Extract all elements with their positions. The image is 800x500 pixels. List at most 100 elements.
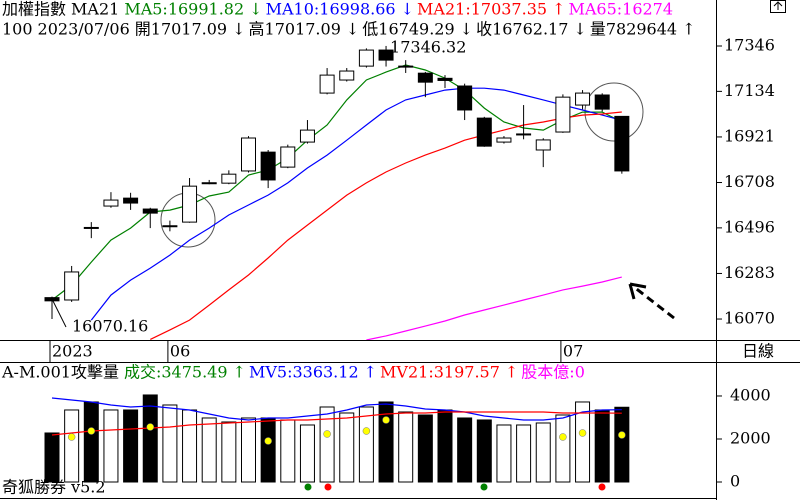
candle-body <box>594 94 610 110</box>
annotation-leader <box>51 298 67 328</box>
candle-body <box>516 133 532 136</box>
candle <box>437 75 453 88</box>
volume-bar <box>201 417 217 483</box>
signal-dot <box>304 483 312 491</box>
header-item: MA5:16991.82 <box>124 0 244 19</box>
candle <box>614 115 630 174</box>
candle <box>516 105 532 140</box>
footer: 奇狐勝券 v5.2 <box>2 478 106 497</box>
candle <box>201 179 217 185</box>
header: A-M.001攻擊量 成交:3475.49 ↑ MV5:3363.12 ↑ MV21:31… <box>1 363 585 382</box>
volume-dot <box>323 430 331 438</box>
volume-bar <box>476 419 492 483</box>
ma-line <box>366 276 622 340</box>
volume-bar <box>516 424 532 483</box>
volume-bar <box>496 424 512 483</box>
candle-body <box>123 197 139 204</box>
volume-bar <box>437 409 453 483</box>
header-item: MA65:16274 <box>568 0 673 19</box>
candle <box>142 207 158 229</box>
header-item: ↑ <box>505 363 518 382</box>
volume-bar <box>221 421 237 483</box>
volume-dot <box>559 433 567 441</box>
candle-body <box>221 173 237 184</box>
header-item: MV5:3363.12 <box>249 363 359 382</box>
header-item: MV21:3197.57 <box>380 363 500 382</box>
volume-bar <box>417 414 433 483</box>
volume-dot <box>264 437 272 445</box>
header-item: ↓ <box>573 20 586 39</box>
volume-bar <box>398 411 414 483</box>
x-tick-label: 06 <box>170 342 190 361</box>
volume-bar <box>319 406 335 483</box>
volume-dot <box>146 423 154 431</box>
header-item: ↓ <box>249 0 262 19</box>
volume-dot <box>362 427 371 435</box>
y-tick-label: 16283 <box>724 263 775 282</box>
volume-bar <box>575 401 591 483</box>
volume-bar <box>142 394 158 483</box>
candle-body <box>555 96 571 133</box>
y-tick-label: 16070 <box>724 309 775 328</box>
volume-bar <box>103 409 119 483</box>
candle-body <box>535 139 551 151</box>
volume-bar <box>535 422 551 483</box>
window-icon[interactable] <box>770 0 786 13</box>
candle <box>162 220 178 232</box>
header-item: ↓ <box>232 20 245 39</box>
header-item: 低16749.29 <box>362 20 454 39</box>
header-item: 100 <box>2 20 33 39</box>
y-tick-label: 2000 <box>730 428 771 447</box>
header: 加權指數 MA21 MA5:16991.82 ↓ MA10:16998.66 ↓ MA21:… <box>2 0 696 39</box>
header-item: MA10:16998.66 <box>266 0 396 19</box>
candle-body <box>64 271 80 301</box>
candle-body <box>299 129 315 143</box>
arrow-head <box>628 282 647 300</box>
candle <box>535 138 551 168</box>
ma-line <box>150 111 622 340</box>
mv-line <box>51 397 622 421</box>
candle-body <box>280 146 296 168</box>
candle <box>241 136 256 173</box>
arrow-shaft <box>633 285 675 320</box>
candle <box>594 93 610 112</box>
signal-dot <box>598 483 606 491</box>
candle-body <box>241 137 256 172</box>
header-item: ↑ <box>233 363 246 382</box>
volume-bar <box>64 409 80 483</box>
volume-bar <box>339 412 355 483</box>
candle <box>299 120 315 144</box>
header-item: ↑ <box>364 363 377 382</box>
volume-bar <box>358 406 374 483</box>
header-item: MA21 <box>71 0 119 19</box>
candle <box>496 136 512 144</box>
volume-dot <box>382 416 390 424</box>
header-item: 量7829644 <box>590 20 677 39</box>
volume-dot <box>618 431 626 439</box>
volume-bar <box>614 406 630 483</box>
icon-arrow[interactable] <box>773 1 783 10</box>
candle-body <box>162 225 178 228</box>
candle-body <box>103 199 119 207</box>
volume-dot <box>578 429 587 437</box>
header-item: 開17017.09 <box>135 20 227 39</box>
header-item: 高17017.09 <box>249 20 341 39</box>
signal-dot <box>324 483 332 491</box>
candle <box>555 94 571 133</box>
volume-bar <box>241 417 256 483</box>
signal-dot <box>480 483 488 491</box>
candle <box>575 90 591 110</box>
header-item: ↓ <box>460 20 473 39</box>
volume-bar <box>44 432 60 483</box>
candle <box>83 222 99 239</box>
candle-body <box>398 65 414 68</box>
y-tick-label: 17134 <box>724 81 775 100</box>
header-item: MA21:17037.35 <box>417 0 547 19</box>
candle <box>417 71 433 98</box>
header-item: 加權指數 <box>2 0 66 19</box>
candle <box>221 170 237 185</box>
volume-bar <box>123 409 139 483</box>
candle <box>182 178 198 223</box>
candle <box>280 144 296 169</box>
